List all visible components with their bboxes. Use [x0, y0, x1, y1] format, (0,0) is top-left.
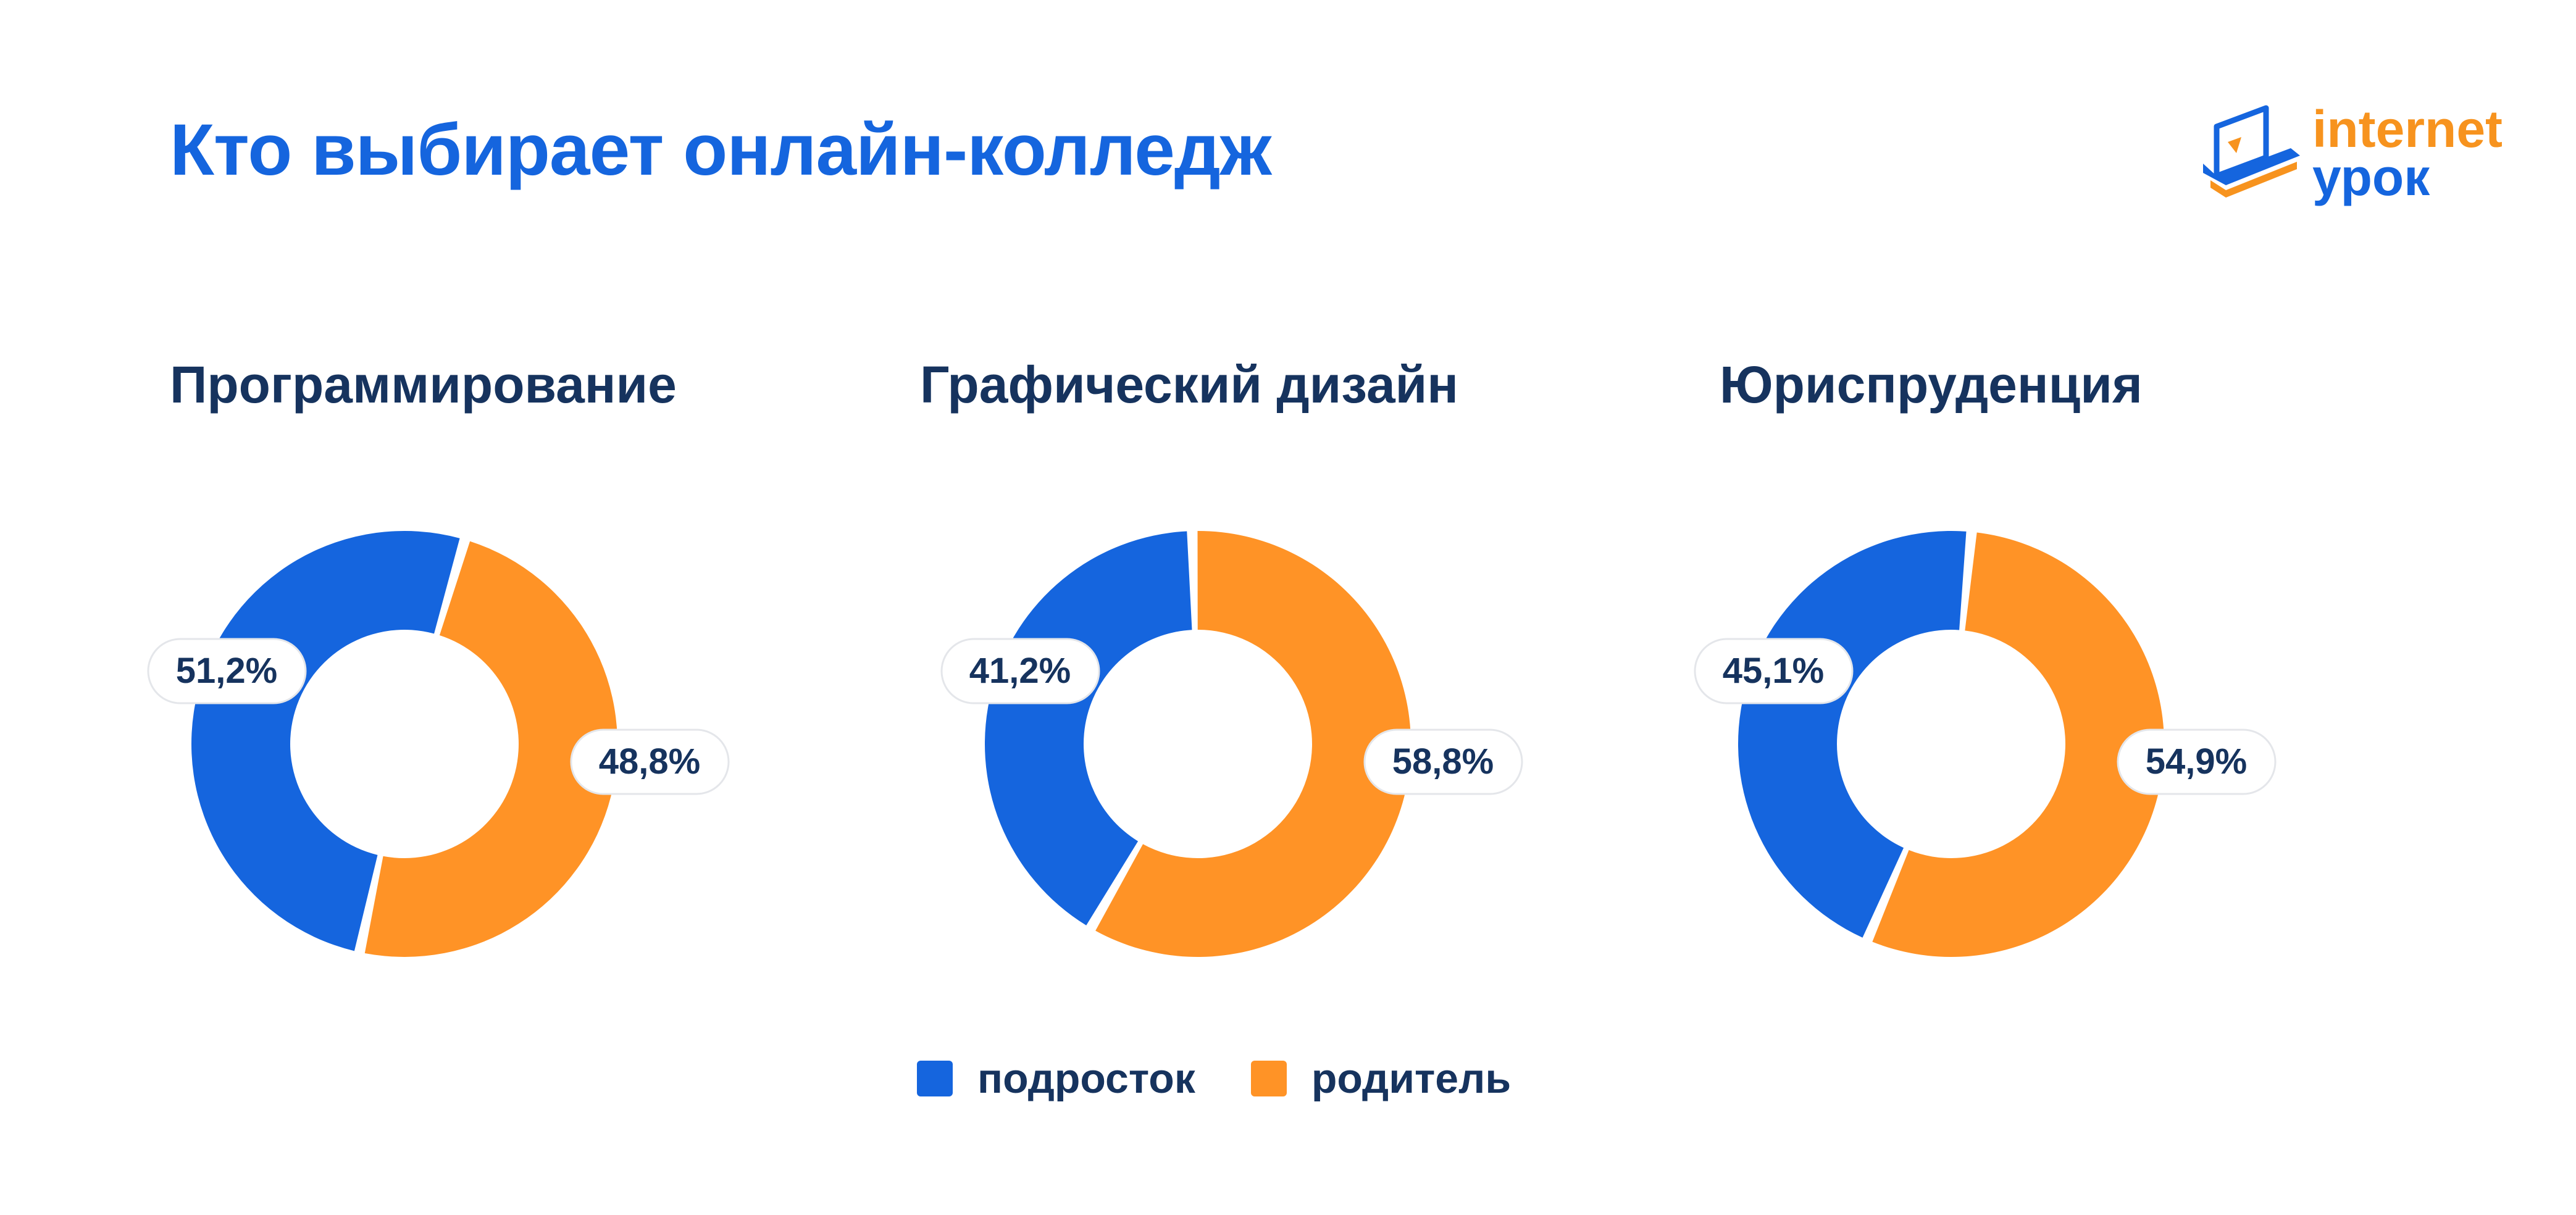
donut-slice-graphic-design-parent: [1095, 531, 1411, 957]
laptop-book-icon: [2203, 105, 2300, 198]
data-label-graphic-design-parent: 58,8%: [1363, 729, 1523, 795]
data-label-pill: [1363, 729, 1523, 795]
logo-wordmark: internet урок: [2312, 100, 2503, 206]
data-label-text: 51,2%: [176, 651, 277, 691]
legend-item-parent: родитель: [1250, 1054, 1512, 1103]
data-label-text: 45,1%: [1723, 651, 1824, 691]
donut-slice-law-parent: [1872, 532, 2165, 958]
logo-line-2: урок: [2312, 148, 2430, 206]
legend-swatch-teen: [917, 1061, 953, 1096]
data-label-programming-parent: 48,8%: [570, 729, 730, 795]
chart-title-programming: Программирование: [170, 356, 677, 414]
legend-item-teen: подросток: [917, 1054, 1195, 1103]
data-label-text: 58,8%: [1392, 741, 1494, 782]
logo-line-1: internet: [2312, 100, 2503, 158]
legend: подросток родитель: [917, 1054, 1566, 1103]
chart-title-law: Юриспруденция: [1720, 356, 2143, 414]
internet-urok-logo: internet урок: [2198, 100, 2532, 216]
legend-swatch-parent: [1250, 1061, 1287, 1096]
data-label-pill: [1694, 638, 1854, 704]
data-label-pill: [147, 638, 307, 704]
data-label-graphic-design-teen: 41,2%: [940, 638, 1100, 704]
data-label-programming-teen: 51,2%: [147, 638, 307, 704]
data-label-pill: [2117, 729, 2277, 795]
chart-title-graphic-design: Графический дизайн: [920, 356, 1459, 414]
data-label-pill: [940, 638, 1100, 704]
data-label-law-teen: 45,1%: [1694, 638, 1854, 704]
donut-slice-graphic-design-teen: [985, 531, 1192, 925]
data-label-law-parent: 54,9%: [2117, 729, 2277, 795]
legend-label-teen: подросток: [977, 1055, 1195, 1102]
donut-slice-programming-teen: [191, 530, 460, 951]
donut-slice-law-teen: [1738, 531, 1967, 938]
data-label-text: 54,9%: [2146, 741, 2247, 782]
data-label-pill: [570, 729, 730, 795]
data-label-text: 48,8%: [599, 741, 700, 782]
donut-slice-programming-parent: [364, 541, 618, 957]
data-label-text: 41,2%: [969, 651, 1071, 691]
page-title: Кто выбирает онлайн-колледж: [170, 109, 1271, 191]
legend-label-parent: родитель: [1311, 1055, 1512, 1102]
